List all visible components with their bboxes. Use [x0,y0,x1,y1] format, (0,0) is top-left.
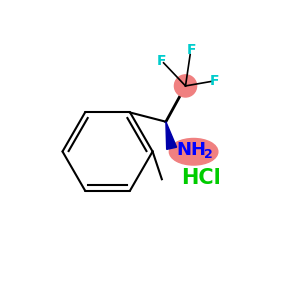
Circle shape [174,75,196,97]
Text: F: F [210,74,219,88]
Text: F: F [157,53,166,68]
Text: F: F [187,43,196,57]
Ellipse shape [169,139,218,165]
Text: HCl: HCl [181,168,220,188]
Text: 2: 2 [204,148,213,161]
Polygon shape [166,122,177,149]
Text: NH: NH [176,141,206,159]
